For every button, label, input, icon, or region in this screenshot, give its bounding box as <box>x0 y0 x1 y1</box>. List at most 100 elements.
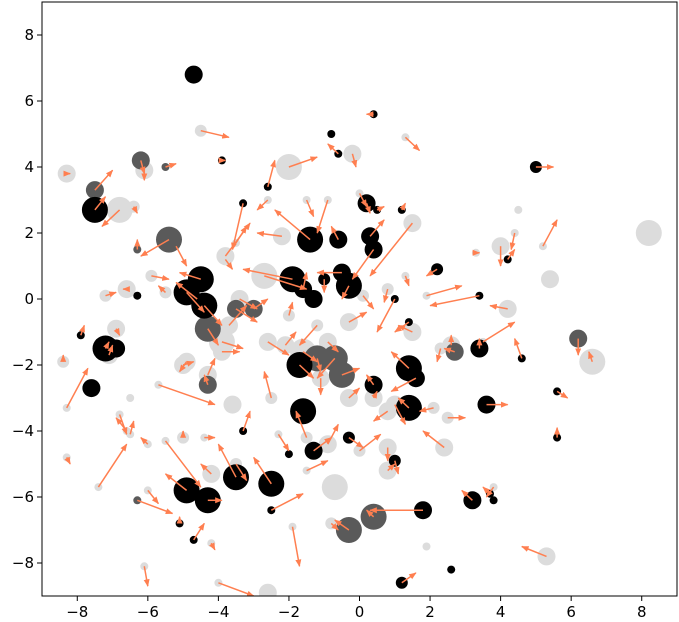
displacement-arrow <box>394 321 410 333</box>
displacement-arrow <box>403 275 410 287</box>
displacement-arrow <box>521 545 547 558</box>
displacement-arrow <box>178 361 188 373</box>
displacement-arrow <box>200 463 212 475</box>
displacement-arrow <box>66 367 89 409</box>
displacement-arrow <box>399 202 407 211</box>
displacement-arrow <box>253 456 272 485</box>
displacement-arrow <box>284 331 297 346</box>
displacement-arrow <box>239 298 258 310</box>
displacement-arrow <box>158 384 216 406</box>
displacement-arrow <box>267 341 290 356</box>
displacement-arrow <box>443 347 455 354</box>
displacement-arrow <box>348 436 364 449</box>
displacement-arrow <box>383 288 389 304</box>
displacement-arrow <box>101 209 121 227</box>
displacement-arrow <box>298 364 315 379</box>
x-tick-label: 6 <box>566 603 576 621</box>
x-tick-label: −4 <box>207 603 229 621</box>
displacement-arrow <box>306 460 329 472</box>
data-point <box>82 379 101 398</box>
x-tick-label: 2 <box>425 603 435 621</box>
displacement-arrow <box>327 341 339 353</box>
displacement-arrow <box>351 249 375 280</box>
displacement-arrow <box>401 572 417 584</box>
displacement-arrow <box>242 267 293 280</box>
displacement-arrow <box>422 430 445 449</box>
displacement-arrow <box>103 341 110 350</box>
displacement-arrow <box>305 199 315 218</box>
x-tick-label: −6 <box>137 603 159 621</box>
displacement-arrow <box>235 308 258 323</box>
displacement-arrow <box>376 298 396 333</box>
displacement-arrow <box>263 370 273 399</box>
displacement-arrow <box>164 473 188 491</box>
data-point <box>184 65 203 84</box>
data-point <box>304 290 323 308</box>
displacement-arrow <box>209 542 216 551</box>
displacement-arrow <box>94 169 114 191</box>
displacement-arrow <box>147 489 159 505</box>
displacement-arrow <box>327 423 339 445</box>
displacement-arrow <box>137 499 174 515</box>
displacement-arrow <box>334 519 350 531</box>
displacement-arrow <box>302 351 318 363</box>
displacement-arrow <box>371 390 378 399</box>
y-axis: −8 −6 −4 −2 0 2 4 6 8 <box>12 26 42 572</box>
displacement-arrow <box>291 526 302 568</box>
displacement-arrow <box>235 463 248 482</box>
plot-marks <box>57 65 662 596</box>
displacement-arrow <box>316 199 329 234</box>
displacement-arrow <box>365 203 371 214</box>
x-tick-label: 8 <box>637 603 647 621</box>
data-point <box>327 130 336 138</box>
displacement-arrow <box>231 203 244 251</box>
displacement-arrow <box>341 285 350 300</box>
displacement-arrow <box>435 348 442 363</box>
displacement-arrow <box>107 344 114 356</box>
displacement-arrow <box>277 433 290 452</box>
displacement-arrow <box>264 275 308 290</box>
displacement-arrow <box>224 222 251 257</box>
displacement-arrow <box>207 357 216 376</box>
displacement-arrow <box>390 377 417 393</box>
y-tick-label: 8 <box>24 26 34 44</box>
data-point <box>126 394 135 402</box>
displacement-arrow <box>207 328 220 346</box>
x-tick-label: −2 <box>278 603 300 621</box>
data-point <box>489 496 498 505</box>
y-tick-label: −6 <box>12 488 34 506</box>
displacement-arrow <box>218 582 255 596</box>
displacement-arrow <box>369 222 413 277</box>
y-tick-label: 0 <box>24 290 34 308</box>
data-point <box>321 474 348 501</box>
displacement-arrow <box>426 284 463 297</box>
displacement-arrow <box>313 436 332 452</box>
displacement-arrow <box>509 232 516 251</box>
displacement-arrow <box>113 327 121 336</box>
displacement-arrow <box>131 205 138 214</box>
displacement-arrow <box>203 374 210 386</box>
displacement-arrow <box>228 305 248 326</box>
displacement-arrow <box>327 143 339 155</box>
displacement-arrow <box>267 159 276 187</box>
data-point <box>422 542 431 551</box>
y-tick-label: −8 <box>12 554 34 572</box>
data-point <box>258 583 277 596</box>
displacement-arrow <box>105 291 117 298</box>
displacement-arrow <box>418 406 434 413</box>
data-point <box>447 565 456 574</box>
displacement-arrow <box>348 387 361 399</box>
displacement-arrow <box>316 357 336 379</box>
displacement-arrow <box>507 248 516 260</box>
displacement-arrow <box>287 301 294 316</box>
displacement-arrow <box>270 493 304 511</box>
displacement-arrow <box>404 136 421 152</box>
displacement-arrow <box>203 305 223 326</box>
displacement-arrow <box>274 209 311 241</box>
displacement-arrow <box>358 193 368 208</box>
displacement-arrow <box>140 437 149 445</box>
displacement-arrow <box>193 522 205 541</box>
displacement-arrow <box>256 199 269 211</box>
displacement-arrow <box>513 337 523 359</box>
